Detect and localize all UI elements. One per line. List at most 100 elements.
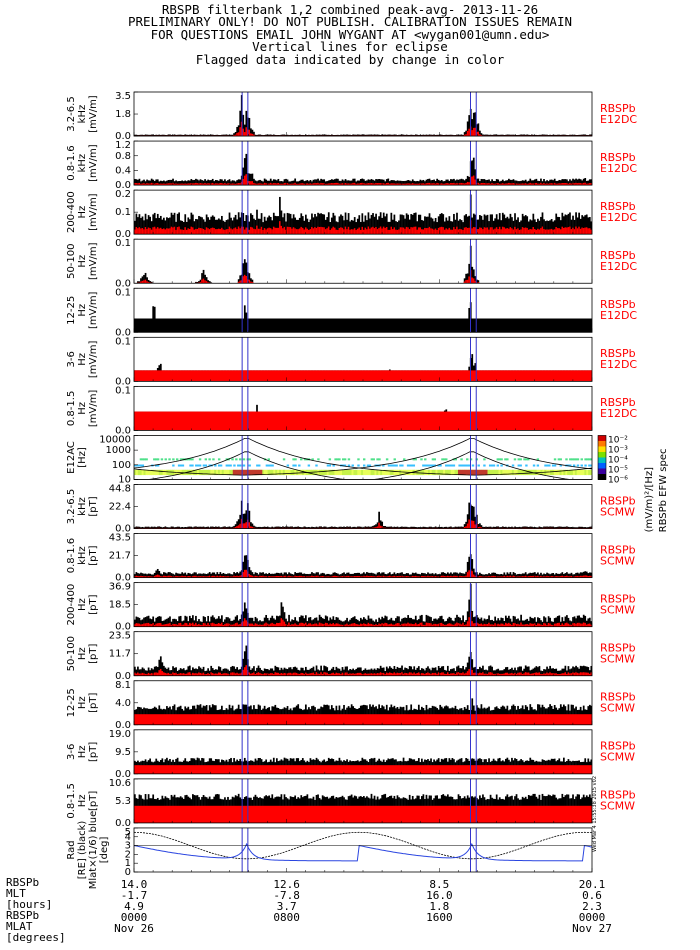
spec-cell (212, 458, 215, 461)
peak-bar (569, 179, 571, 186)
avg-bar (355, 183, 358, 186)
peak-bar (491, 214, 493, 235)
avg-bar (489, 183, 492, 186)
peak-bar (579, 134, 582, 137)
colorbar-cell (598, 468, 606, 475)
spec-cell (395, 464, 398, 467)
avg-bar (172, 227, 174, 235)
spec-cell (477, 464, 480, 467)
peak-bar (382, 526, 385, 529)
peak-bar (518, 181, 521, 186)
spec-cell (338, 458, 341, 461)
avg-bar (274, 227, 277, 235)
peak-bar (230, 134, 232, 137)
avg-bar (167, 183, 170, 186)
spec-cell (441, 469, 444, 476)
peak-bar (527, 134, 530, 137)
peak-bar (275, 180, 278, 186)
avg-bar (540, 228, 542, 235)
spec-cell (149, 469, 152, 476)
avg-bar (448, 227, 451, 235)
peak-bar (462, 179, 464, 186)
peak-bar (137, 134, 139, 137)
peak-bar (393, 134, 396, 137)
spec-cell (378, 458, 381, 461)
avg-bar (176, 183, 179, 186)
peak-bar (301, 216, 304, 235)
avg-bar (298, 183, 301, 186)
avg-bar (550, 228, 553, 235)
peak-bar (141, 526, 144, 529)
peak-bar (288, 526, 290, 529)
avg-bar (239, 127, 242, 137)
peak-bar (398, 527, 400, 529)
peak-bar (393, 526, 396, 529)
peak-bar (392, 134, 394, 137)
spec-cell (147, 469, 150, 476)
peak-bar (498, 527, 501, 529)
avg-bar (456, 226, 458, 235)
peak-bar (475, 178, 478, 186)
spec-cell (296, 469, 299, 476)
peak-bar (555, 213, 558, 235)
spec-cell (416, 469, 419, 476)
peak-bar (393, 180, 396, 186)
peak-bar (405, 526, 408, 529)
avg-bar (332, 226, 335, 235)
avg-bar (372, 527, 374, 529)
peak-bar (202, 180, 205, 186)
avg-bar (566, 227, 568, 235)
avg-bar (288, 226, 290, 235)
peak-bar (562, 134, 565, 137)
peak-bar (254, 219, 257, 235)
peak-bar (308, 221, 310, 235)
peak-bar (213, 526, 216, 529)
avg-bar (475, 523, 478, 529)
avg-bar (280, 183, 283, 186)
avg-bar (239, 183, 242, 186)
spec-cell (563, 469, 566, 476)
peak-bar (405, 134, 408, 137)
peak-bar (552, 134, 555, 137)
peak-bar (413, 135, 416, 137)
peak-bar (433, 179, 435, 186)
avg-bar (523, 227, 526, 235)
avg-bar (198, 227, 200, 235)
peak-bar (294, 217, 297, 235)
peak-bar (234, 214, 237, 235)
avg-bar (155, 183, 158, 186)
avg-bar (285, 182, 287, 186)
peak-bar (492, 134, 495, 137)
spec-cell (286, 464, 290, 467)
avg-bar (303, 229, 306, 235)
avg-bar (482, 183, 484, 186)
peak-bar (363, 179, 365, 186)
avg-bar (564, 227, 567, 235)
peak-bar (401, 180, 403, 186)
avg-bar (543, 228, 545, 235)
peak-bar (243, 513, 246, 529)
spec-cell (422, 464, 425, 467)
avg-bar (283, 226, 286, 235)
peak-bar (566, 215, 568, 235)
spec-cell (179, 458, 183, 461)
peak-bar (416, 180, 419, 186)
spec-cell (217, 469, 221, 476)
peak-bar (211, 215, 214, 235)
avg-bar (265, 183, 268, 186)
spec-cell (483, 464, 486, 467)
peak-bar (570, 134, 573, 137)
peak-bar (491, 134, 493, 137)
peak-bar (146, 219, 148, 235)
peak-bar (500, 220, 503, 235)
avg-bar (575, 182, 577, 186)
spec-cell (546, 469, 549, 476)
avg-bar (352, 229, 355, 235)
avg-bar (353, 228, 356, 235)
avg-bar (248, 129, 251, 137)
avg-bar (367, 183, 370, 186)
peak-bar (558, 217, 561, 235)
spec-cell (548, 464, 551, 467)
peak-bar (204, 221, 206, 235)
